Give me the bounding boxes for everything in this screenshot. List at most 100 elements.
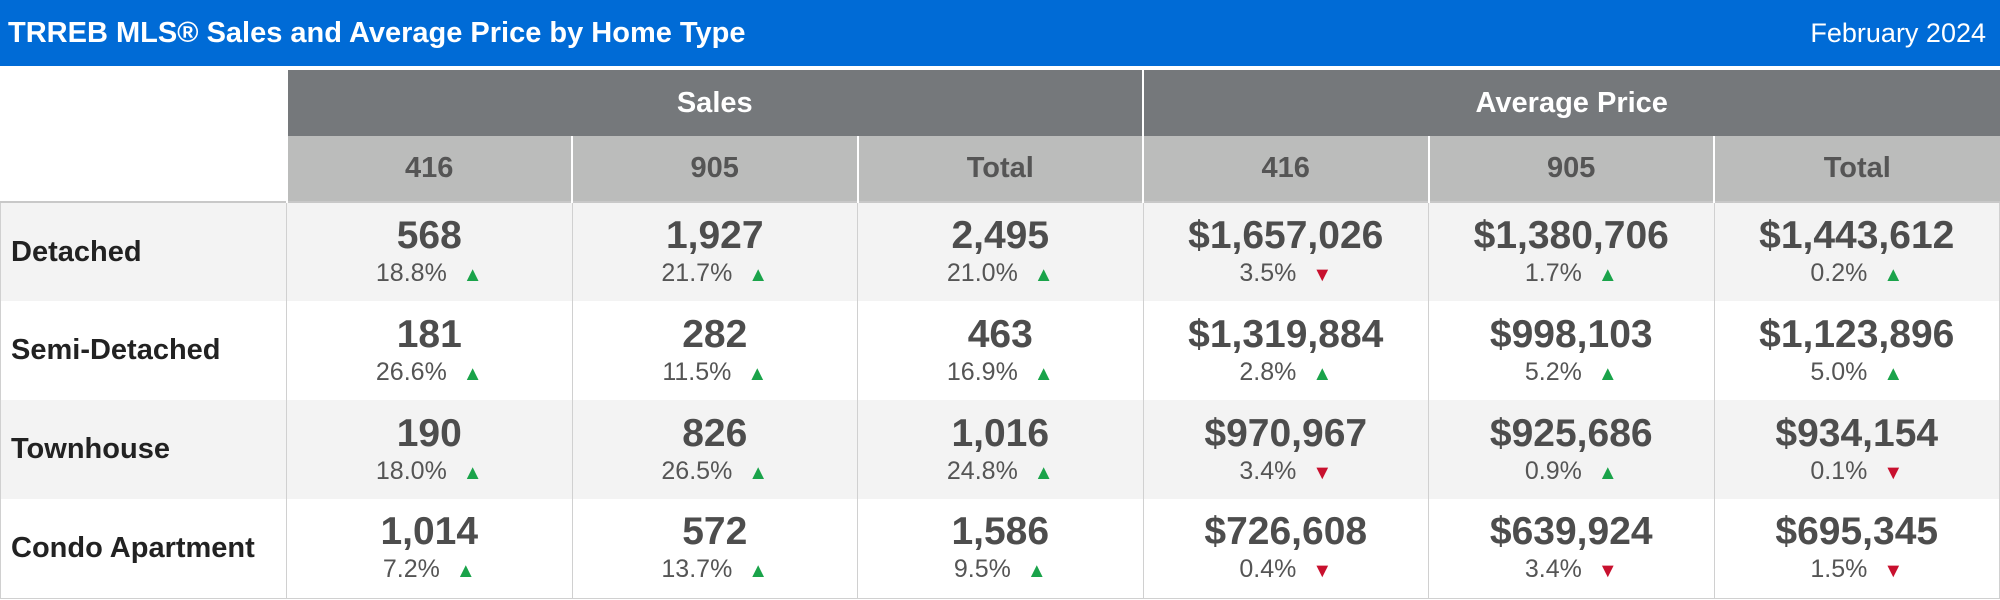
triangle-up-icon: ▲ [1026, 560, 1047, 583]
cell-value: $1,657,026 [1188, 214, 1384, 257]
cell-value: 1,014 [380, 510, 479, 554]
cell-change: 9.5% ▲ [858, 554, 1143, 586]
data-cell: 1,016 24.8% ▲ [857, 400, 1143, 499]
cell-value: 568 [396, 214, 462, 257]
data-cell: 2,495 21.0% ▲ [857, 201, 1143, 301]
row-label: Condo Apartment [0, 499, 287, 599]
cell-value: 463 [967, 312, 1033, 356]
row-label: Semi-Detached [0, 301, 287, 400]
triangle-down-icon: ▼ [1883, 461, 1904, 484]
blank-header [0, 136, 287, 202]
data-cell: $1,319,884 2.8% ▲ [1142, 301, 1429, 400]
cell-change: 21.0% ▲ [858, 258, 1143, 290]
cell-change: 0.2% ▲ [1715, 258, 2000, 290]
group-header-sales: Sales [285, 70, 1143, 136]
triangle-up-icon: ▲ [455, 560, 476, 583]
data-cell: 190 18.0% ▲ [286, 400, 572, 499]
cell-value: $970,967 [1204, 411, 1368, 455]
cell-change: 3.5% ▼ [1144, 258, 1429, 290]
triangle-down-icon: ▼ [1312, 560, 1333, 583]
data-cell: 1,586 9.5% ▲ [857, 499, 1143, 599]
change-percent: 26.5% [661, 456, 733, 485]
change-percent: 24.8% [946, 456, 1018, 485]
triangle-up-icon: ▲ [1597, 362, 1618, 385]
cell-value: $639,924 [1489, 510, 1653, 554]
blank-header [0, 70, 287, 136]
change-percent: 21.0% [946, 259, 1018, 287]
cell-change: 2.8% ▲ [1144, 357, 1429, 389]
data-cell: $695,345 1.5% ▼ [1713, 499, 2000, 599]
change-percent: 18.8% [375, 259, 447, 287]
triangle-up-icon: ▲ [1033, 362, 1054, 385]
data-cell: 1,014 7.2% ▲ [286, 499, 572, 599]
data-cell: $726,608 0.4% ▼ [1142, 499, 1429, 599]
change-percent: 0.4% [1239, 555, 1297, 584]
data-cell: $1,380,706 1.7% ▲ [1428, 201, 1714, 301]
data-cell: $934,154 0.1% ▼ [1713, 400, 2000, 499]
triangle-up-icon: ▲ [1883, 362, 1904, 385]
data-cell: $639,924 3.4% ▼ [1428, 499, 1714, 599]
triangle-up-icon: ▲ [748, 560, 769, 583]
change-percent: 7.2% [382, 555, 440, 584]
change-percent: 3.5% [1239, 259, 1297, 287]
cell-change: 5.0% ▲ [1715, 357, 2000, 389]
cell-change: 11.5% ▲ [573, 357, 858, 389]
triangle-up-icon: ▲ [748, 461, 769, 484]
change-percent: 5.0% [1810, 357, 1868, 386]
data-cell: 282 11.5% ▲ [571, 301, 858, 400]
change-percent: 9.5% [953, 555, 1011, 584]
page-title: TRREB MLS® Sales and Average Price by Ho… [8, 16, 746, 49]
data-cell: $1,123,896 5.0% ▲ [1713, 301, 2000, 400]
cell-value: 1,016 [951, 411, 1050, 455]
change-percent: 1.7% [1524, 259, 1582, 287]
cell-change: 7.2% ▲ [287, 554, 572, 586]
triangle-up-icon: ▲ [462, 264, 483, 286]
column-header: 416 [285, 136, 572, 202]
sales-price-table: Sales Average Price 416 905 Total 416 90… [0, 70, 2000, 599]
triangle-down-icon: ▼ [1312, 264, 1333, 286]
change-percent: 1.5% [1810, 555, 1868, 584]
triangle-up-icon: ▲ [747, 362, 768, 385]
triangle-down-icon: ▼ [1312, 461, 1333, 484]
cell-value: $934,154 [1775, 411, 1939, 455]
data-cell: 181 26.6% ▲ [286, 301, 572, 400]
cell-value: 572 [682, 510, 748, 554]
triangle-up-icon: ▲ [1597, 461, 1618, 484]
change-percent: 2.8% [1239, 357, 1297, 386]
cell-change: 0.4% ▼ [1144, 554, 1429, 586]
cell-value: 1,586 [951, 510, 1050, 554]
data-cell: $1,657,026 3.5% ▼ [1142, 201, 1429, 301]
data-cell: 572 13.7% ▲ [571, 499, 858, 599]
change-percent: 0.9% [1524, 456, 1582, 485]
change-percent: 0.2% [1810, 259, 1868, 287]
change-percent: 26.6% [375, 357, 447, 386]
cell-value: $1,380,706 [1473, 214, 1669, 257]
data-cell: 1,927 21.7% ▲ [571, 201, 858, 301]
cell-value: 826 [682, 411, 748, 455]
column-header: Total [1713, 136, 2000, 202]
triangle-up-icon: ▲ [462, 461, 483, 484]
column-header: 905 [1427, 136, 1714, 202]
cell-value: $1,123,896 [1759, 312, 1955, 356]
cell-value: 2,495 [951, 214, 1050, 257]
data-cell: $925,686 0.9% ▲ [1428, 400, 1714, 499]
cell-value: $695,345 [1775, 510, 1939, 554]
data-cell: $1,443,612 0.2% ▲ [1713, 201, 2000, 301]
group-header-average-price: Average Price [1142, 70, 2000, 136]
data-cell: 568 18.8% ▲ [286, 201, 572, 301]
triangle-up-icon: ▲ [1033, 264, 1054, 286]
triangle-up-icon: ▲ [748, 264, 769, 286]
data-cell: 826 26.5% ▲ [571, 400, 858, 499]
triangle-down-icon: ▼ [1597, 560, 1618, 583]
cell-value: $726,608 [1204, 510, 1368, 554]
cell-change: 24.8% ▲ [858, 456, 1143, 488]
cell-change: 0.9% ▲ [1429, 456, 1714, 488]
cell-change: 21.7% ▲ [573, 258, 858, 290]
change-percent: 3.4% [1239, 456, 1297, 485]
row-label: Townhouse [0, 400, 287, 499]
cell-value: 181 [396, 312, 462, 356]
table-row: Detached 568 18.8% ▲ 1,927 21.7% ▲ 2,495 2… [0, 201, 2000, 301]
cell-change: 1.7% ▲ [1429, 258, 1714, 290]
change-percent: 21.7% [661, 259, 733, 287]
cell-change: 26.5% ▲ [573, 456, 858, 488]
